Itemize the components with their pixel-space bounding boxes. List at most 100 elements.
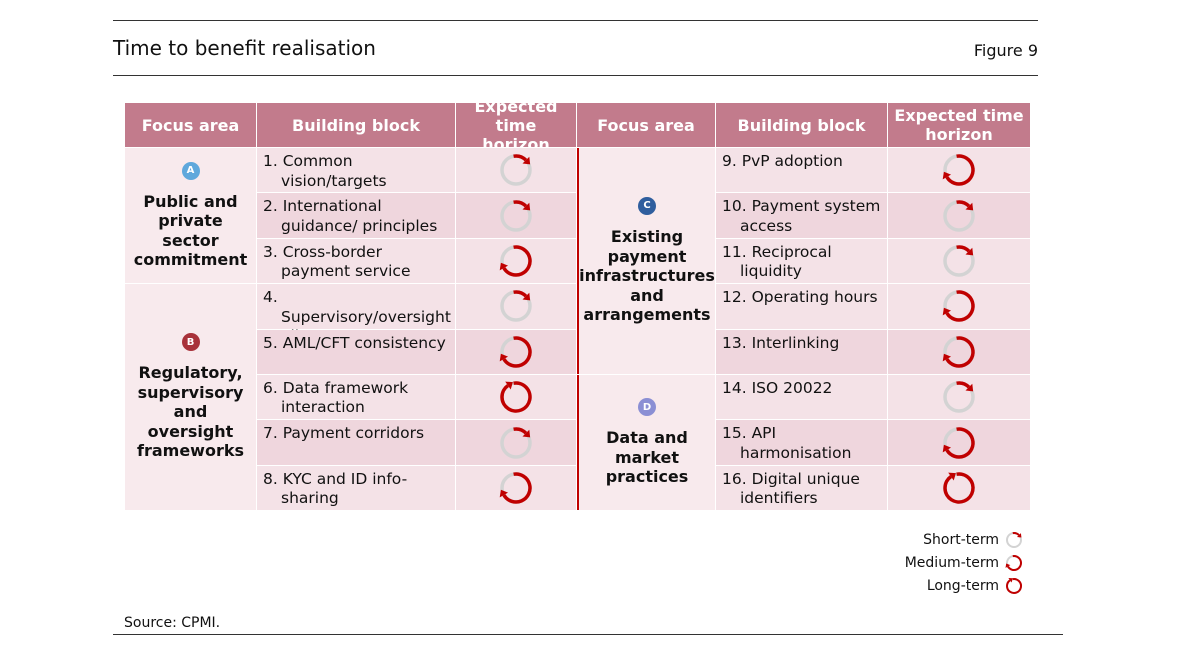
icon-arc bbox=[945, 426, 975, 459]
legend-label: Long-term bbox=[926, 577, 999, 594]
legend-label: Medium-term bbox=[904, 554, 999, 571]
focus-label: Regulatory, supervisory and oversight fr… bbox=[137, 363, 244, 461]
legend-icon bbox=[1006, 531, 1022, 548]
horizon-icon bbox=[943, 199, 975, 232]
focus-label: Public and private sector commitment bbox=[133, 191, 248, 270]
focus-area: A Public and private sector commitment bbox=[125, 148, 256, 284]
icon-arc bbox=[942, 308, 952, 316]
horizon-icon bbox=[499, 336, 532, 368]
icon-arc bbox=[1007, 554, 1022, 571]
table: Focus area Building block Expected time … bbox=[125, 97, 1030, 511]
building-block: 9. PvP adoption bbox=[716, 148, 887, 193]
badge: D bbox=[638, 398, 656, 417]
building-block: 7. Payment corridors bbox=[257, 420, 455, 465]
icon-arc bbox=[522, 293, 531, 301]
icon-arc bbox=[948, 472, 956, 481]
horizon-icon bbox=[499, 245, 532, 277]
horizon-icon bbox=[500, 381, 532, 413]
icon-arc bbox=[513, 426, 528, 434]
building-block: 15. API harmonisation bbox=[716, 420, 887, 465]
icon-arc bbox=[499, 262, 509, 271]
horizon-icon bbox=[500, 290, 532, 323]
horizon-icon bbox=[499, 472, 532, 504]
building-block: 11. Reciprocal liquidity arrangements bbox=[716, 238, 887, 300]
source: Source: CPMI. bbox=[124, 615, 221, 631]
building-block: 4. Supervisory/oversight alignment bbox=[257, 284, 455, 345]
icon-arc bbox=[522, 429, 531, 437]
horizon-icon bbox=[943, 472, 975, 504]
horizon-icon bbox=[942, 290, 975, 323]
horizon-icon bbox=[942, 426, 975, 459]
icon-arc bbox=[945, 154, 975, 186]
horizon-icon bbox=[943, 245, 975, 277]
badge: C bbox=[638, 197, 656, 216]
horizon-icon bbox=[500, 154, 532, 186]
icon-arc bbox=[956, 199, 971, 208]
figure-label: Figure 9 bbox=[973, 41, 1038, 60]
legend-label: Short-term bbox=[923, 531, 999, 548]
focus-area: B Regulatory, supervisory and oversight … bbox=[125, 284, 256, 511]
icon-arc bbox=[965, 383, 974, 392]
column-header: Expected time horizon bbox=[456, 97, 576, 154]
building-block: 12. Operating hours bbox=[716, 284, 887, 329]
icon-arc bbox=[499, 353, 509, 362]
building-block: 5. AML/CFT consistency bbox=[257, 329, 455, 374]
building-block: 10. Payment system access bbox=[716, 193, 887, 238]
horizon-icon bbox=[500, 426, 532, 459]
building-block: 6. Data framework interaction bbox=[257, 374, 455, 420]
icon-arc bbox=[943, 472, 975, 504]
icon-arc bbox=[956, 245, 971, 253]
icon-arc bbox=[942, 444, 952, 452]
column-header: Building block bbox=[716, 103, 887, 147]
bottom-rule bbox=[113, 634, 1063, 635]
icon-arc bbox=[522, 156, 531, 165]
building-block: 3. Cross-border payment service level bbox=[257, 238, 455, 300]
building-block: 13. Interlinking bbox=[716, 329, 887, 374]
icon-arc bbox=[945, 290, 975, 323]
focus-label: Data and market practices bbox=[605, 428, 689, 487]
focus-area: D Data and market practices bbox=[577, 374, 715, 511]
horizon-icon bbox=[942, 336, 975, 368]
icon-arc bbox=[522, 202, 531, 210]
icon-arc bbox=[502, 245, 532, 277]
building-block: 1. Common vision/targets bbox=[257, 148, 455, 193]
legend-icon bbox=[1006, 577, 1022, 594]
horizon-icon bbox=[942, 154, 975, 186]
icon-arc bbox=[499, 489, 509, 498]
horizon-icon bbox=[500, 199, 532, 232]
icon-arc bbox=[513, 154, 528, 162]
icon-arc bbox=[500, 381, 532, 413]
building-block: 14. ISO 20022 bbox=[716, 374, 887, 420]
icon-arc bbox=[1012, 531, 1020, 536]
column-header: Expected time horizon bbox=[888, 103, 1030, 147]
icon-arc bbox=[956, 381, 971, 389]
icon-arc bbox=[1016, 532, 1022, 538]
building-block: 16. Digital unique identifiers bbox=[716, 465, 887, 511]
icon-arc bbox=[513, 199, 528, 208]
column-header: Building block bbox=[257, 103, 455, 147]
column-header: Focus area bbox=[125, 103, 256, 147]
icon-arc bbox=[1006, 577, 1022, 594]
icon-arc bbox=[942, 353, 952, 362]
icon-arc bbox=[513, 290, 528, 298]
icon-arc bbox=[945, 336, 975, 368]
title-rule bbox=[113, 75, 1038, 76]
icon-arc bbox=[965, 202, 974, 210]
icon-arc bbox=[505, 381, 513, 390]
title: Time to benefit realisation bbox=[113, 36, 376, 60]
legend: Short-term Medium-term Long-term bbox=[905, 528, 1025, 597]
icon-arc bbox=[1008, 577, 1013, 583]
column-header: Focus area bbox=[577, 103, 715, 147]
building-block: 2. International guidance/ principles bbox=[257, 193, 455, 238]
badge: A bbox=[181, 161, 200, 180]
legend-icon bbox=[1005, 554, 1022, 571]
top-rule bbox=[113, 20, 1038, 21]
building-block: 8. KYC and ID info-sharing bbox=[257, 465, 455, 511]
icon-arc bbox=[502, 472, 532, 504]
focus-area: C Existing payment infrastructures and a… bbox=[577, 148, 715, 374]
badge: B bbox=[181, 333, 200, 352]
icon-arc bbox=[965, 247, 974, 256]
focus-label: Existing payment infrastructures and arr… bbox=[579, 227, 715, 325]
